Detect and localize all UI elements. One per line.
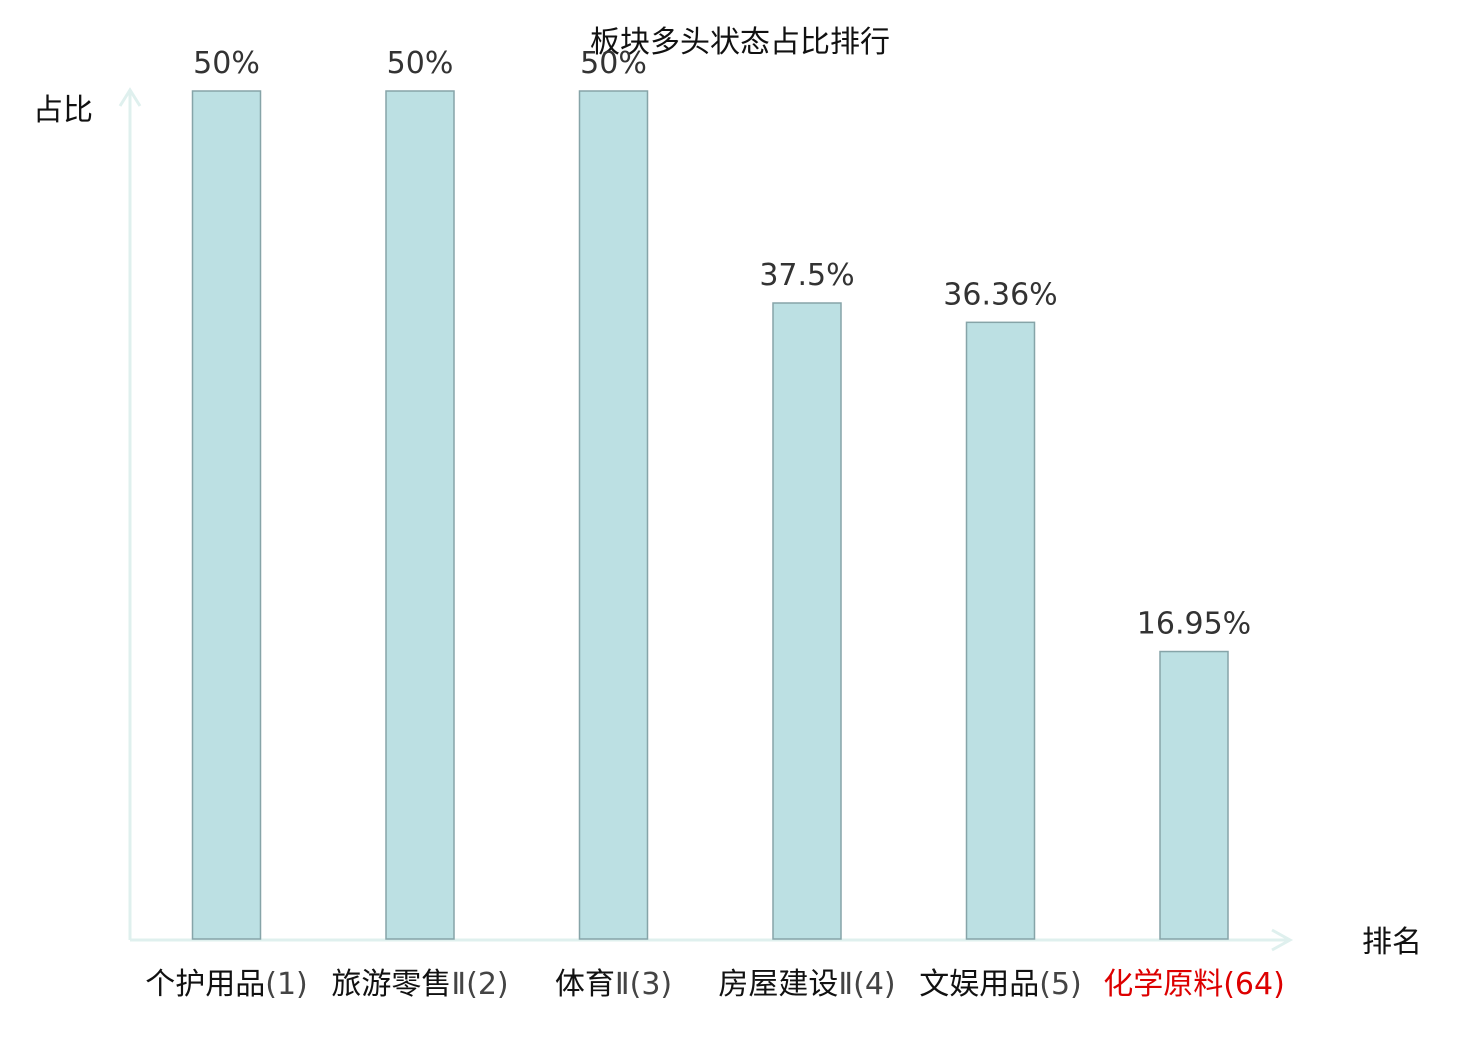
x-tick-label-name: 房屋建设 [718,967,838,1002]
x-tick-label-rank: (1) [265,967,308,1002]
x-tick-label-name: 体育 [555,967,615,1002]
x-axis: 排名 [130,925,1422,960]
x-tick-label-rank: Ⅱ(4) [838,967,895,1002]
x-tick-label: 文娱用品(5) [919,967,1082,1002]
x-tick-label-rank: (5) [1039,967,1082,1002]
x-tick-label: 旅游零售Ⅱ(2) [331,967,508,1002]
bar [965,321,1036,940]
bar-value-label: 36.36% [943,277,1057,312]
bar-value-label: 50% [580,46,647,81]
bar-value-label: 50% [193,46,260,81]
x-tick-label: 个护用品(1) [145,967,308,1002]
x-tick-label-rank: Ⅱ(2) [451,967,508,1002]
bar [772,302,842,940]
bar [1159,650,1229,940]
bar-value-label: 50% [387,46,454,81]
x-tick-label: 化学原料(64) [1103,967,1285,1002]
x-tick-label-name: 化学原料 [1103,967,1223,1002]
x-tick-label-rank: Ⅱ(3) [615,967,672,1002]
x-tick-label-rank: (64) [1223,967,1285,1002]
x-tick-label: 体育Ⅱ(3) [555,967,672,1002]
category-labels: 个护用品(1) 旅游零售Ⅱ(2) 体育Ⅱ(3) 房屋建设Ⅱ(4) 文娱用品(5) 化学原料… [145,967,1285,1002]
bar [385,90,455,940]
x-axis-label: 排名 [1362,925,1422,960]
bar [578,90,649,940]
bars [191,90,1229,940]
y-axis: 占比 [33,87,142,940]
bar-value-label: 37.5% [759,258,854,293]
x-axis-arrow [1271,928,1294,952]
bar-value-label: 16.95% [1137,607,1251,642]
x-tick-label-name: 旅游零售 [331,967,451,1002]
y-axis-arrow [118,87,142,107]
y-axis-label: 占比 [33,93,93,128]
x-tick-label: 房屋建设Ⅱ(4) [718,967,895,1002]
value-labels: 50% 50% 50% 37.5% 36.36% 16.95% [193,46,1251,642]
x-tick-label-name: 个护用品 [145,967,265,1002]
bar [191,90,262,940]
x-tick-label-name: 文娱用品 [919,967,1039,1002]
chart-title: 板块多头状态占比排行 [590,25,890,60]
